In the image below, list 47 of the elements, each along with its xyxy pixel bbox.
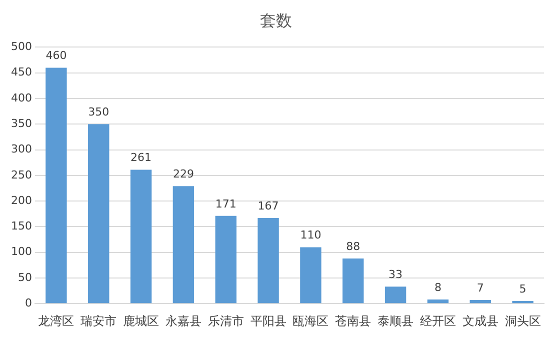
data-label: 229 (172, 168, 194, 181)
bar (342, 258, 364, 304)
x-tick-label: 洞头区 (504, 314, 541, 328)
y-tick-label: 0 (24, 296, 32, 310)
bar (172, 186, 194, 304)
bar (258, 218, 279, 304)
data-label: 33 (388, 268, 403, 282)
y-tick-label: 350 (10, 116, 32, 130)
y-tick-label: 100 (10, 245, 32, 258)
bar (88, 124, 110, 304)
y-tick-label: 150 (10, 220, 32, 233)
data-label: 8 (434, 280, 442, 294)
y-tick-label: 250 (10, 168, 32, 182)
data-label: 171 (215, 197, 236, 210)
bar (46, 68, 67, 304)
x-tick-label: 瑞安市 (80, 314, 117, 328)
data-label: 5 (519, 282, 526, 296)
y-tick-label: 400 (10, 91, 32, 104)
y-tick-label: 450 (10, 66, 32, 79)
bar (384, 286, 406, 304)
data-label: 167 (258, 199, 279, 212)
y-tick-label: 500 (10, 40, 32, 54)
x-tick-label: 泰顺县 (378, 314, 414, 328)
bar (130, 170, 152, 304)
bar (470, 300, 491, 304)
x-tick-label: 鹿城区 (123, 314, 160, 328)
x-tick-label: 文成县 (462, 314, 498, 328)
bar (427, 300, 449, 304)
y-tick-label: 300 (10, 142, 32, 156)
bar (300, 247, 322, 304)
data-label: 7 (476, 281, 484, 294)
data-label: 261 (130, 151, 152, 164)
data-label: 110 (300, 228, 322, 242)
y-tick-label: 200 (10, 194, 32, 207)
x-tick-label: 经开区 (420, 314, 456, 328)
data-label: 460 (46, 49, 67, 62)
chart-title: 套数 (260, 10, 292, 30)
x-tick-label: 瓯海区 (292, 314, 329, 328)
x-tick-label: 乐清市 (208, 314, 244, 328)
x-tick-label: 苍南县 (335, 314, 372, 328)
data-label: 88 (346, 240, 360, 253)
data-label: 350 (88, 105, 110, 118)
y-tick-label: 50 (18, 270, 32, 284)
x-tick-label: 平阳县 (250, 314, 286, 328)
x-tick-label: 永嘉县 (165, 314, 202, 328)
x-tick-label: 龙湾区 (38, 314, 74, 328)
bar (215, 216, 236, 304)
